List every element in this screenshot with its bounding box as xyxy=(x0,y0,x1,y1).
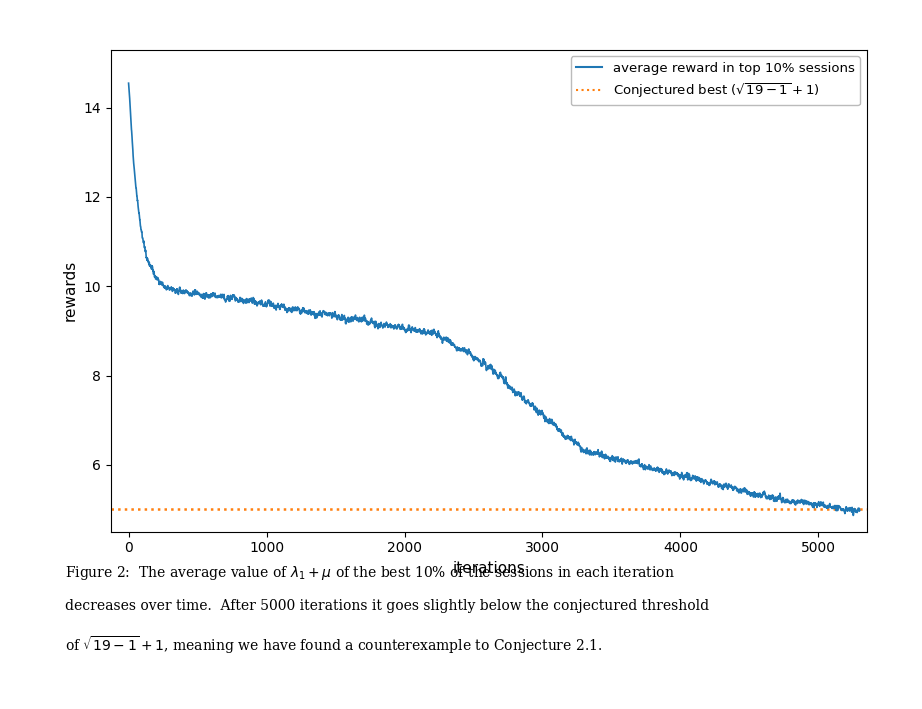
Y-axis label: rewards: rewards xyxy=(63,260,77,321)
X-axis label: iterations: iterations xyxy=(453,561,525,576)
Text: of $\sqrt{19-1}+1$, meaning we have found a counterexample to Conjecture 2.1.: of $\sqrt{19-1}+1$, meaning we have foun… xyxy=(65,635,602,657)
Text: decreases over time.  After 5000 iterations it goes slightly below the conjectur: decreases over time. After 5000 iteratio… xyxy=(65,599,709,613)
Text: Figure 2:  The average value of $\lambda_1 + \mu$ of the best 10% of the session: Figure 2: The average value of $\lambda_… xyxy=(65,564,675,581)
Legend: average reward in top 10% sessions, Conjectured best ($\sqrt{19-1}+1$): average reward in top 10% sessions, Conj… xyxy=(571,56,860,105)
